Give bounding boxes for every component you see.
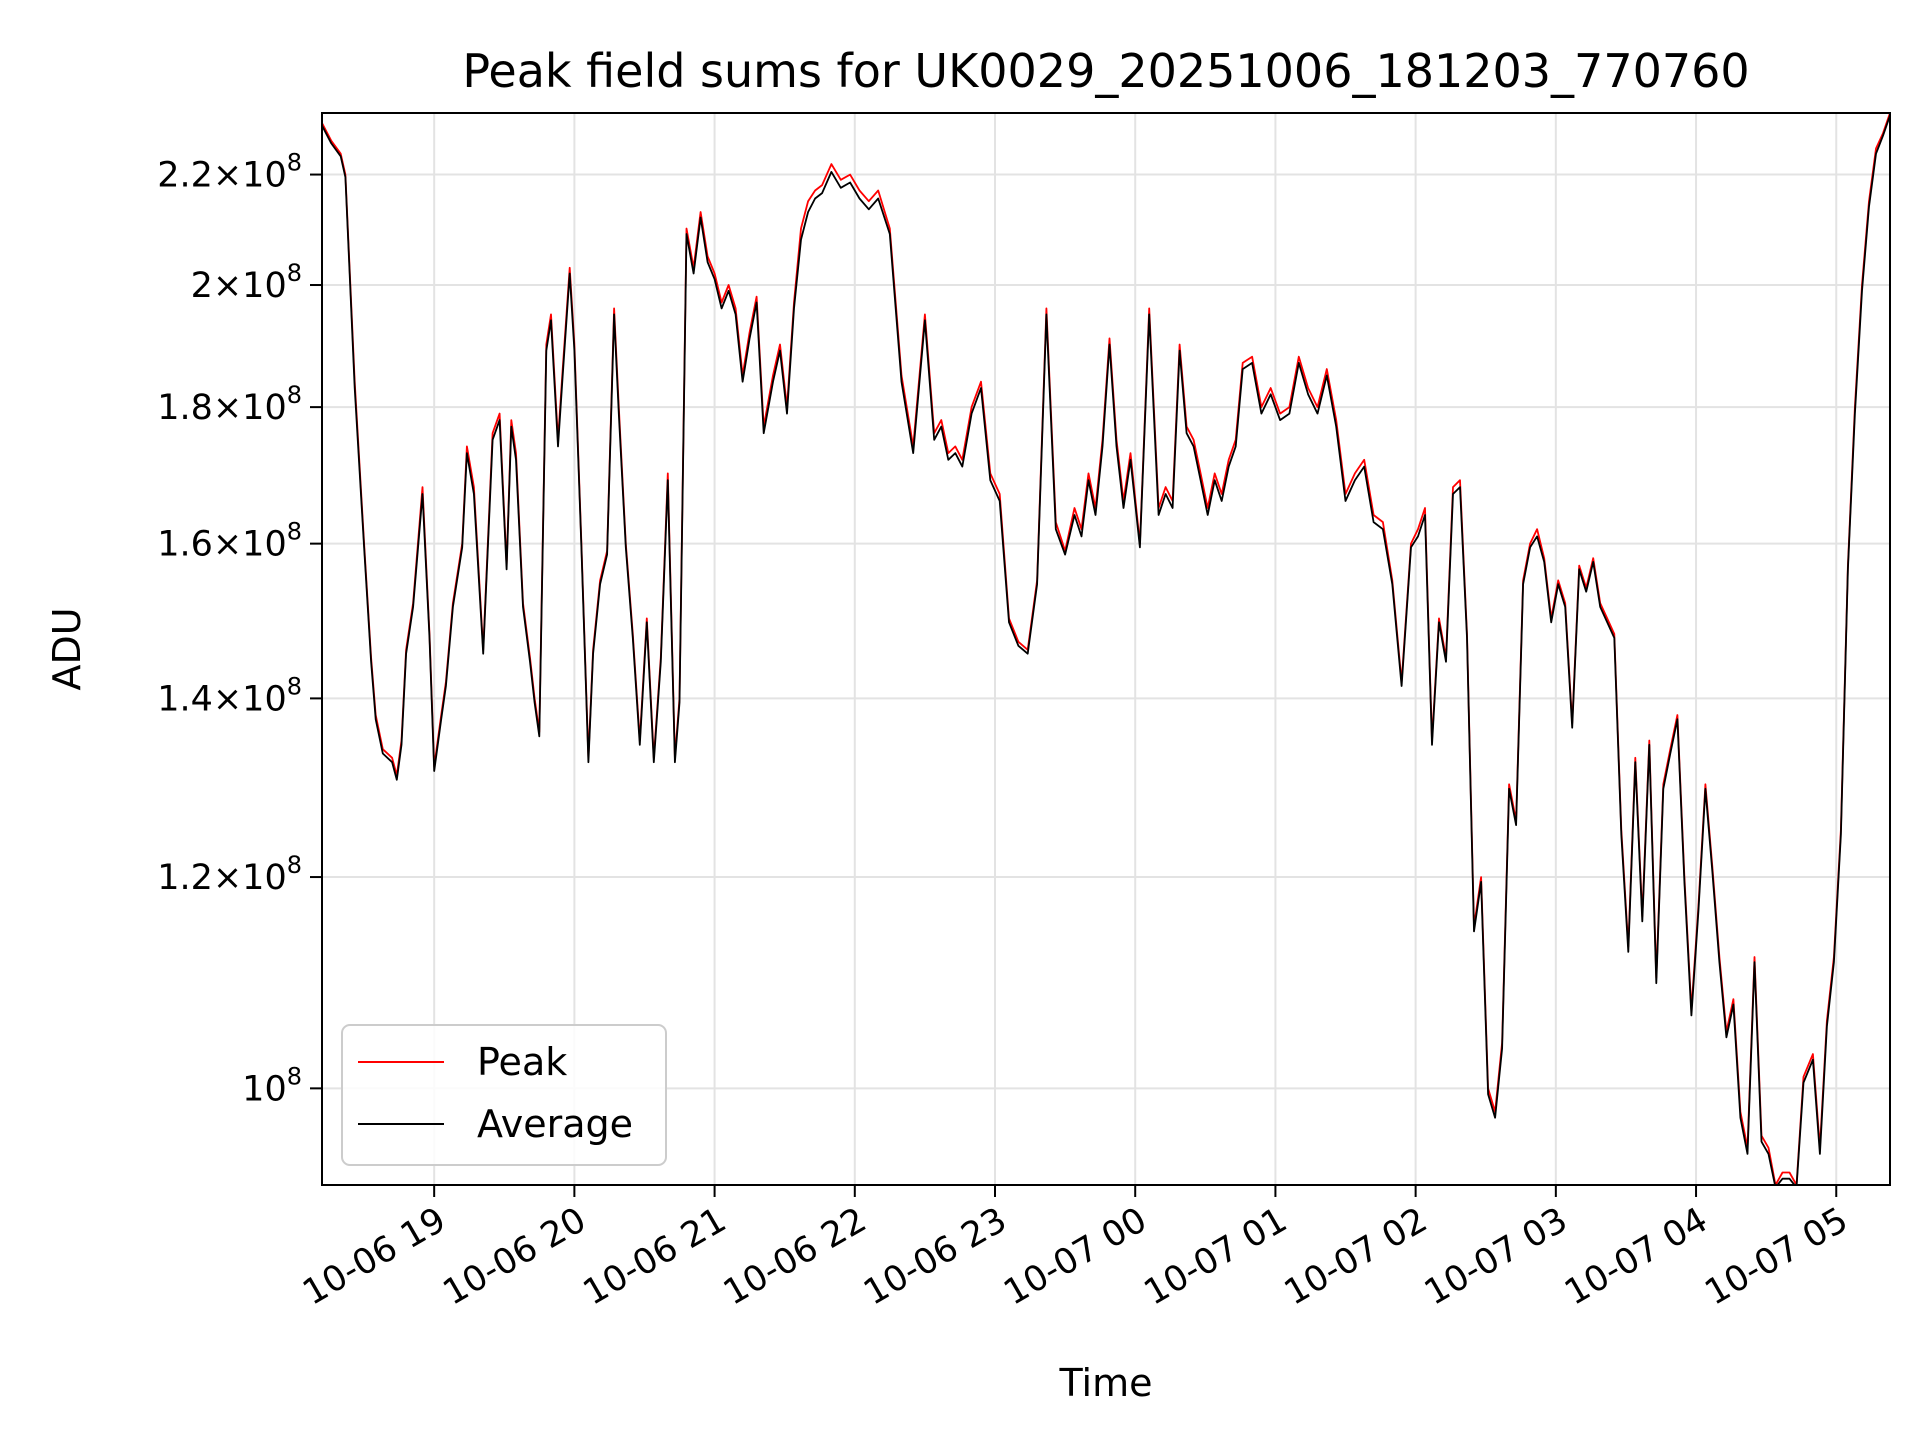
legend: Peak Average — [341, 1024, 667, 1166]
chart-title: Peak field sums for UK0029_20251006_1812… — [462, 44, 1749, 98]
y-tick-label: 1.2×108 — [157, 851, 302, 898]
y-tick-label: 1.4×108 — [157, 672, 302, 719]
y-tick-label: 1.8×108 — [157, 381, 302, 428]
y-axis-ticks: 108 1.2×108 1.4×108 1.6×108 1.8×108 2×108 2.2×… — [157, 149, 322, 1109]
plot-area — [322, 113, 1890, 1185]
y-tick-label: 2×108 — [191, 259, 302, 306]
y-tick-label: 1.6×108 — [157, 518, 302, 565]
legend-box — [341, 1024, 667, 1166]
y-axis-label: ADU — [45, 607, 89, 690]
series-lines — [322, 113, 1890, 1185]
grid — [322, 113, 1890, 1185]
y-tick-label: 108 — [242, 1062, 302, 1109]
x-axis-label: Time — [1059, 1361, 1153, 1405]
y-tick-label: 2.2×108 — [157, 149, 302, 196]
series-line-average — [322, 115, 1890, 1185]
plot-frame — [321, 112, 1891, 1186]
legend-label-peak: Peak — [477, 1040, 567, 1084]
legend-label-average: Average — [477, 1102, 633, 1146]
